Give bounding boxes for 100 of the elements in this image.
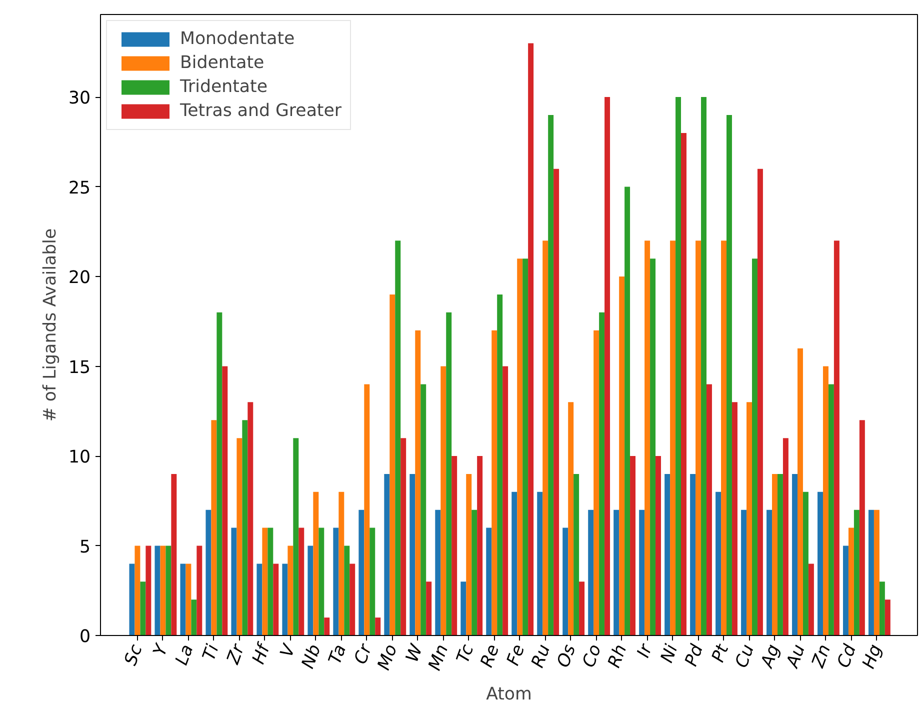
bar [650, 258, 656, 636]
bar [256, 564, 262, 636]
bar [358, 510, 364, 636]
x-tick-label: V [276, 640, 300, 660]
bar [262, 528, 268, 636]
bar [644, 240, 650, 636]
bar [370, 528, 376, 636]
y-tick-label: 15 [68, 358, 91, 378]
bar [344, 546, 350, 636]
bar [884, 600, 890, 636]
x-tick-label: Y [150, 640, 173, 659]
y-tick-label: 10 [68, 448, 91, 468]
bar [400, 438, 406, 636]
bar [599, 312, 605, 636]
bar [191, 600, 197, 636]
bar [716, 492, 722, 636]
bar [384, 474, 390, 636]
bar [664, 474, 670, 636]
bar [460, 582, 466, 636]
x-tick-label: Mo [374, 642, 402, 673]
x-tick-label: W [402, 641, 428, 666]
bar [231, 528, 237, 636]
bar [726, 115, 732, 636]
bar [554, 168, 560, 636]
x-axis-title: Atom [486, 684, 532, 705]
legend-label: Bidentate [180, 53, 264, 73]
bar [211, 420, 217, 636]
x-tick-label: Ru [528, 642, 555, 671]
bar [542, 240, 548, 636]
legend-label: Monodentate [180, 29, 295, 49]
bar [619, 276, 625, 636]
bar [206, 510, 212, 636]
bar [236, 438, 242, 636]
bar [818, 492, 823, 636]
bar [782, 438, 788, 636]
bar [415, 330, 421, 636]
bar [472, 510, 478, 636]
bar [656, 456, 661, 636]
bar [766, 510, 772, 636]
x-tick-label: La [172, 642, 198, 668]
bar [630, 456, 636, 636]
bar [579, 582, 585, 636]
bar [843, 546, 848, 636]
bar [517, 258, 523, 636]
bar [293, 438, 299, 636]
bar [196, 546, 202, 636]
y-tick-label: 5 [79, 537, 91, 558]
x-tick-label: Fe [503, 642, 530, 668]
bar [594, 330, 600, 636]
bar [324, 618, 330, 636]
bar [848, 528, 854, 636]
x-tick-label: Zn [808, 642, 836, 672]
bar [477, 456, 483, 636]
x-tick-label: Zr [223, 640, 250, 668]
bar [502, 366, 508, 636]
bar [828, 384, 834, 636]
bar [154, 546, 160, 636]
x-tick-label: Rh [604, 642, 632, 671]
bar [446, 312, 452, 636]
x-tick-label: Cu [732, 642, 759, 671]
bar [410, 474, 416, 636]
bar [160, 546, 166, 636]
bar [721, 240, 727, 636]
bar [273, 564, 279, 636]
bar [497, 294, 503, 636]
x-tick-label: Ta [325, 642, 351, 668]
bar [333, 528, 339, 636]
bar [681, 132, 686, 636]
bar [492, 330, 498, 636]
x-tick-label: Hf [248, 639, 276, 667]
bar [639, 510, 645, 636]
bar [222, 366, 228, 636]
x-tick-label: Sc [121, 642, 148, 668]
bar [146, 546, 152, 636]
y-tick-label: 25 [68, 178, 91, 198]
bar [298, 528, 304, 636]
bar [318, 528, 324, 636]
bar [522, 258, 528, 636]
x-tick-label: Pt [708, 640, 734, 666]
bar [180, 564, 186, 636]
bar [859, 420, 865, 636]
legend-label: Tetras and Greater [180, 101, 342, 121]
bar [288, 546, 294, 636]
x-tick-label: Cd [834, 641, 861, 671]
bar [375, 618, 381, 636]
bar [395, 240, 401, 636]
x-tick-label: Au [782, 642, 810, 672]
bar [452, 456, 458, 636]
bar [390, 294, 396, 636]
bar [512, 492, 518, 636]
bar [752, 258, 758, 636]
bar [268, 528, 274, 636]
x-tick-label: Tc [453, 642, 478, 666]
bar [854, 510, 860, 636]
y-tick-label: 0 [79, 627, 91, 647]
bar [701, 97, 706, 636]
y-tick-label: 30 [68, 88, 91, 109]
bar [777, 474, 783, 636]
x-tick-label: Mn [425, 642, 453, 674]
bar [486, 528, 492, 636]
